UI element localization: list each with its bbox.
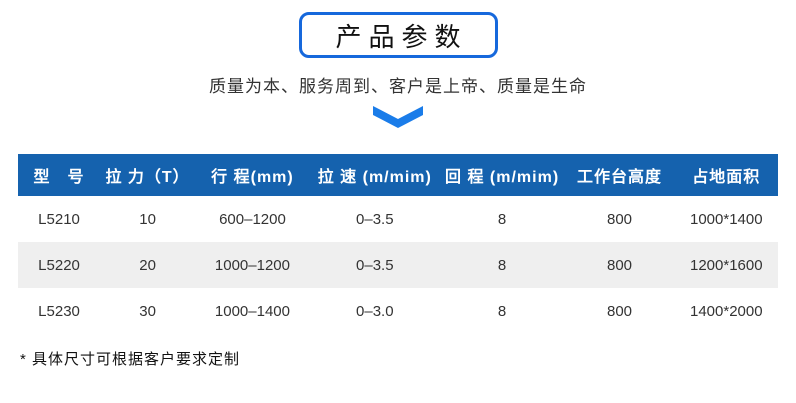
cell-pull-speed: 0–3.0 — [356, 302, 394, 320]
cell-worktable-height: 800 — [606, 256, 633, 274]
cell-worktable-height: 800 — [606, 210, 633, 228]
cell-pull-speed: 0–3.5 — [356, 256, 394, 274]
table-header-model: 型 号 — [33, 169, 85, 186]
chevron-down-icon — [373, 106, 423, 129]
table-header-pull-speed: 拉 速 (m/mim) — [317, 169, 432, 186]
cell-stroke: 600–1200 — [219, 210, 286, 228]
table-header-row: 型 号 拉 力（T） 行 程(mm) 拉 速 (m/mim) 回 程 (m/mi… — [18, 154, 778, 196]
page-title: 产品参数 — [335, 21, 468, 52]
cell-pull-force: 10 — [139, 210, 156, 228]
cell-pull-speed: 0–3.5 — [356, 210, 394, 228]
table-row: L5210 10 600–1200 0–3.5 8 800 1000*1400 — [18, 196, 778, 242]
table-header-pull-force: 拉 力（T） — [105, 169, 190, 186]
cell-stroke: 1000–1200 — [214, 256, 290, 274]
cell-pull-force: 20 — [139, 256, 156, 274]
cell-footprint: 1400*2000 — [689, 302, 763, 320]
table-header-stroke: 行 程(mm) — [211, 169, 294, 186]
cell-return: 8 — [497, 210, 507, 228]
slogan-text: 质量为本、服务周到、客户是上帝、质量是生命 — [209, 77, 587, 96]
cell-footprint: 1000*1400 — [689, 210, 763, 228]
table-header-footprint: 占地面积 — [692, 169, 761, 186]
table-row: L5220 20 1000–1200 0–3.5 8 800 1200*1600 — [18, 242, 778, 288]
custom-size-note: * 具体尺寸可根据客户要求定制 — [20, 351, 241, 368]
cell-pull-force: 30 — [139, 302, 156, 320]
cell-return: 8 — [497, 256, 507, 274]
cell-stroke: 1000–1400 — [214, 302, 290, 320]
cell-model: L5230 — [38, 302, 80, 320]
cell-worktable-height: 800 — [606, 302, 633, 320]
table-row: L5230 30 1000–1400 0–3.0 8 800 1400*2000 — [18, 288, 778, 334]
cell-model: L5220 — [38, 256, 80, 274]
cell-return: 8 — [497, 302, 507, 320]
cell-model: L5210 — [38, 210, 80, 228]
cell-footprint: 1200*1600 — [689, 256, 763, 274]
spec-table: 型 号 拉 力（T） 行 程(mm) 拉 速 (m/mim) 回 程 (m/mi… — [18, 154, 778, 334]
section-title-badge: 产品参数 — [298, 12, 498, 58]
table-header-worktable-height: 工作台高度 — [576, 169, 662, 186]
table-header-return: 回 程 (m/mim) — [445, 169, 560, 186]
